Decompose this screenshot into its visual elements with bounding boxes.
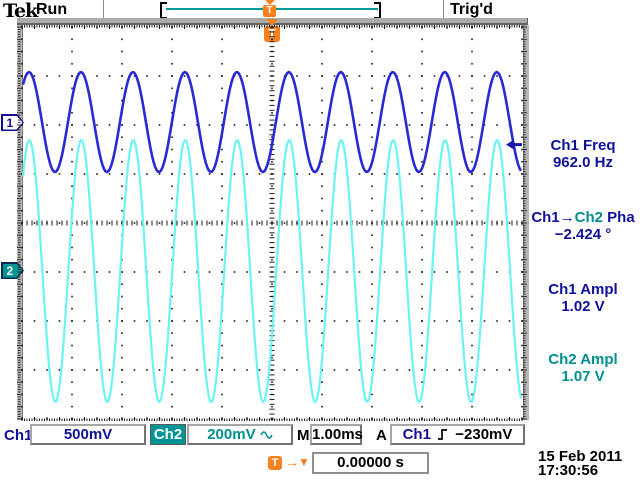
trigger-position-marker[interactable]: T	[264, 19, 280, 42]
trigger-arrow-icon	[264, 0, 275, 5]
ch1-position-badge[interactable]: 1	[1, 114, 24, 131]
phase-src: Ch1→	[531, 209, 575, 226]
timebase-button[interactable]: 1.00ms	[310, 424, 363, 445]
trigger-settings-button[interactable]: Ch1 −230mV	[390, 424, 525, 445]
phase-suffix: Pha	[603, 209, 635, 226]
measurement-ch1-ampl: Ch1 Ampl 1.02 V	[528, 281, 638, 315]
trigger-level-arrow-icon	[506, 139, 514, 150]
measurement-label: Ch2 Ampl	[548, 351, 618, 368]
measurement-value: 962.0 Hz	[552, 154, 614, 171]
record-window-right-bracket	[374, 2, 381, 19]
measurement-value: 1.07 V	[561, 368, 605, 385]
ch2-scale-value: 200mV	[207, 426, 256, 443]
horizontal-trigger-t-icon: T	[268, 456, 282, 470]
acquisition-state: Run	[36, 1, 68, 18]
measurement-label: Ch1 Ampl	[548, 281, 618, 298]
measurement-label: Ch1→Ch2 Pha	[528, 209, 638, 226]
ch2-scale-button[interactable]: 200mV	[187, 424, 293, 445]
marker-down-icon: ▼	[298, 455, 310, 469]
tek-logo: Tek	[3, 0, 38, 22]
sine-coupling-icon	[260, 431, 273, 439]
trigger-level-tail	[513, 143, 522, 147]
phase-dst: Ch2	[574, 209, 603, 226]
arrow-right-icon: →	[285, 454, 299, 470]
trigger-mode-label: A	[376, 427, 387, 444]
measurement-value: 1.02 V	[561, 298, 605, 315]
date-text: 15 Feb 2011	[538, 448, 623, 465]
measurement-value: −2.424 °	[554, 226, 612, 243]
time-text: 17:30:56	[538, 462, 599, 479]
ch1-label: Ch1	[4, 427, 33, 444]
timebase-label: M	[297, 427, 310, 444]
record-window-left-bracket	[160, 2, 167, 19]
graticule-left-strip	[17, 25, 23, 420]
trigger-t-icon: T	[264, 26, 280, 42]
measurement-label: Ch1 Freq	[550, 137, 616, 154]
trigger-t-icon: T	[263, 5, 276, 17]
trigger-source: Ch1	[402, 426, 431, 443]
ch2-label-key[interactable]: Ch2	[150, 424, 186, 445]
ch2-badge-label: 2	[2, 263, 23, 278]
header-divider-2	[443, 0, 444, 19]
trace-ch1	[21, 70, 523, 174]
trace-ch2	[21, 138, 523, 404]
measurement-ch2-ampl: Ch2 Ampl 1.07 V	[528, 351, 638, 385]
ch1-badge-label: 1	[2, 115, 23, 130]
rising-edge-icon	[438, 429, 448, 440]
record-trigger-marker[interactable]: T	[263, 0, 276, 17]
measurement-ch1-freq: Ch1 Freq 962.0 Hz	[528, 137, 638, 171]
ch1-scale-button[interactable]: 500mV	[30, 424, 146, 445]
trigger-level-value: −230mV	[455, 426, 513, 443]
trigger-arrow-icon	[266, 19, 278, 26]
trigger-status: Trig'd	[450, 1, 493, 18]
horizontal-position-readout[interactable]: 0.00000 s	[312, 452, 429, 474]
measurement-phase: Ch1→Ch2 Pha −2.424 °	[528, 209, 638, 243]
header-divider	[103, 0, 104, 19]
